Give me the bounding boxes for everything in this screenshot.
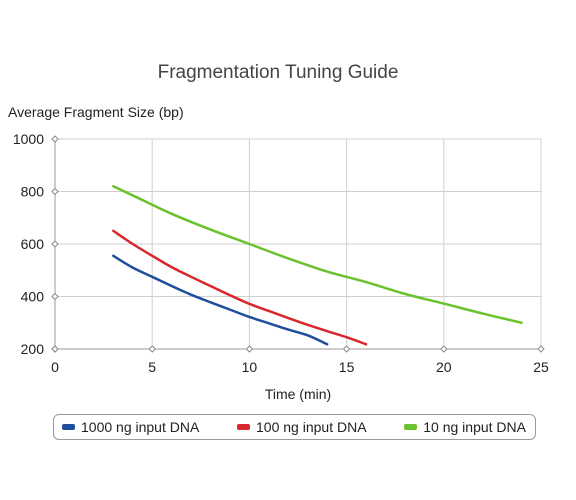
x-tick-marker bbox=[342, 345, 351, 353]
legend-label-1000ng: 1000 ng input DNA bbox=[81, 419, 200, 435]
y-axis-label: Average Fragment Size (bp) bbox=[8, 104, 184, 120]
legend-item-10ng: 10 ng input DNA bbox=[404, 419, 526, 435]
x-tick-label: 25 bbox=[533, 359, 549, 375]
x-tick-label: 15 bbox=[339, 359, 355, 375]
y-tick-label: 400 bbox=[21, 289, 45, 305]
legend-item-1000ng: 1000 ng input DNA bbox=[62, 419, 199, 435]
y-tick-label: 800 bbox=[21, 184, 45, 200]
series-line-0 bbox=[112, 254, 329, 346]
line-chart: Fragmentation Tuning Guide Average Fragm… bbox=[8, 62, 549, 402]
axes bbox=[51, 135, 545, 353]
series-line-1 bbox=[112, 229, 368, 346]
y-tick-label: 200 bbox=[21, 341, 45, 357]
legend-swatch-10ng bbox=[404, 424, 418, 430]
legend-swatch-100ng bbox=[237, 424, 251, 430]
legend-item-100ng: 100 ng input DNA bbox=[237, 419, 367, 435]
x-tick-label: 0 bbox=[51, 359, 59, 375]
x-tick-label: 5 bbox=[148, 359, 156, 375]
y-tick-label: 600 bbox=[21, 236, 45, 252]
y-tick-marker bbox=[51, 240, 59, 248]
y-tick-marker bbox=[51, 135, 59, 143]
x-tick-marker bbox=[440, 345, 448, 353]
legend: 1000 ng input DNA 100 ng input DNA 10 ng… bbox=[53, 414, 536, 440]
y-tick-marker bbox=[51, 187, 59, 196]
y-tick-label: 1000 bbox=[13, 131, 44, 147]
legend-swatch-1000ng bbox=[62, 424, 75, 430]
x-tick-marker bbox=[245, 345, 254, 353]
tick-labels: 0 5 10 15 20 25 200 400 600 800 1000 bbox=[13, 131, 549, 375]
x-tick-marker bbox=[537, 345, 545, 353]
x-tick-label: 20 bbox=[436, 359, 452, 375]
legend-label-10ng: 10 ng input DNA bbox=[423, 419, 526, 435]
series-line-2 bbox=[112, 185, 523, 324]
x-tick-label: 10 bbox=[242, 359, 258, 375]
x-axis-label: Time (min) bbox=[265, 386, 331, 402]
y-tick-marker bbox=[51, 292, 59, 301]
chart-title: Fragmentation Tuning Guide bbox=[158, 62, 399, 83]
y-tick-marker bbox=[51, 345, 59, 353]
series-lines bbox=[112, 185, 523, 346]
grid-lines bbox=[55, 138, 542, 349]
x-tick-marker bbox=[148, 345, 156, 353]
legend-label-100ng: 100 ng input DNA bbox=[256, 419, 367, 435]
